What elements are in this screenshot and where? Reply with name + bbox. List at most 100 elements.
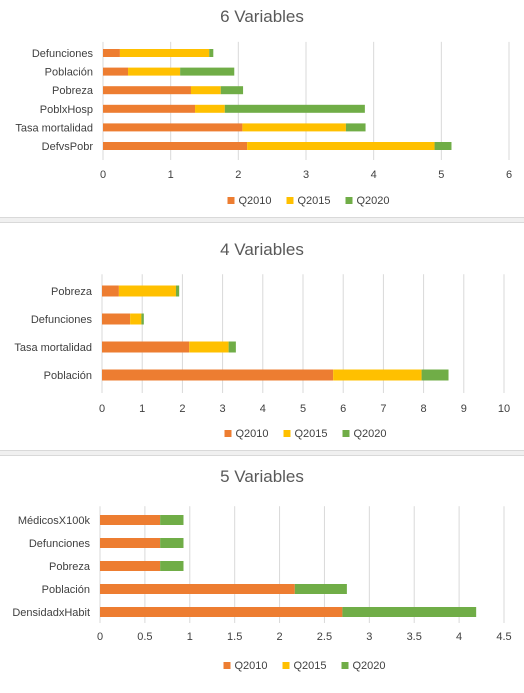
x-tick-label: 2 xyxy=(179,403,185,415)
legend-swatch-q2010 xyxy=(224,430,232,437)
x-tick-label: 4 xyxy=(260,403,266,415)
legend-swatch-q2010 xyxy=(227,197,235,204)
bar-segment-q2020 xyxy=(345,123,366,132)
legend-label-q2010: Q2010 xyxy=(239,195,272,207)
bar-segment-q2010 xyxy=(100,538,161,548)
x-tick-label: 1 xyxy=(168,169,174,181)
x-tick-label: 6 xyxy=(506,169,512,181)
bar-segment-q2010 xyxy=(102,313,131,325)
chart-5-variables: 5 Variables 0 0.5 1 1.5 2 2.5 3 3.5 4 4.5 MédicosX1… xyxy=(12,467,511,672)
x-tick-label: 4 xyxy=(371,169,377,181)
legend-label-q2010: Q2010 xyxy=(236,428,269,440)
y-category-label: Población xyxy=(42,584,90,596)
bar-segment-q2010 xyxy=(103,142,248,150)
legend-label-q2020: Q2020 xyxy=(354,428,387,440)
y-category-label: DensidadxHabit xyxy=(12,607,90,619)
x-tick-label: 10 xyxy=(498,403,510,415)
bar-segment-q2020 xyxy=(294,584,347,594)
chart-title: 4 Variables xyxy=(220,240,304,259)
y-category-label: Población xyxy=(45,67,93,79)
x-tick-label: 0.5 xyxy=(137,631,152,643)
bar-segment-q2010 xyxy=(103,123,243,132)
bar-segment-q2010 xyxy=(102,341,190,353)
y-category-label: Tasa mortalidad xyxy=(14,342,92,354)
bar-segment-q2010 xyxy=(100,561,161,571)
legend-swatch-q2010 xyxy=(223,662,231,669)
legend-label-q2015: Q2015 xyxy=(298,195,331,207)
bar-segment-q2020 xyxy=(160,538,184,548)
legend-swatch-q2015 xyxy=(283,430,291,437)
bar-segment-q2010 xyxy=(100,607,343,617)
chart-title: 5 Variables xyxy=(220,467,304,486)
bar-segment-q2015 xyxy=(190,86,221,95)
legend-swatch-q2020 xyxy=(341,662,349,669)
x-tick-label: 5 xyxy=(438,169,444,181)
legend-label-q2015: Q2015 xyxy=(294,660,327,672)
bar-segment-q2020 xyxy=(209,49,214,57)
x-tick-label: 3 xyxy=(366,631,372,643)
y-category-label: Pobreza xyxy=(51,286,93,298)
bar-segment-q2015 xyxy=(195,104,225,113)
x-tick-label: 4.5 xyxy=(496,631,511,643)
x-tick-label: 2 xyxy=(235,169,241,181)
bar-segment-q2015 xyxy=(189,341,229,353)
x-tick-label: 0 xyxy=(99,403,105,415)
bar-segment-q2010 xyxy=(103,67,129,76)
x-tick-label: 0 xyxy=(97,631,103,643)
legend-swatch-q2020 xyxy=(342,430,350,437)
bar-segment-q2020 xyxy=(228,341,236,353)
legend-label-q2010: Q2010 xyxy=(235,660,268,672)
panel-divider xyxy=(0,450,524,456)
x-tick-label: 3 xyxy=(220,403,226,415)
bar-segment-q2015 xyxy=(119,49,210,57)
bar-segment-q2015 xyxy=(247,142,435,150)
x-tick-label: 1.5 xyxy=(227,631,242,643)
bar-segment-q2020 xyxy=(160,515,184,525)
bar-segment-q2010 xyxy=(103,86,191,95)
bar-segment-q2010 xyxy=(100,515,161,525)
bar-segment-q2010 xyxy=(102,285,119,297)
bar-segment-q2015 xyxy=(130,313,142,325)
bar-segment-q2010 xyxy=(103,104,196,113)
legend-swatch-q2015 xyxy=(282,662,290,669)
x-tick-label: 8 xyxy=(421,403,427,415)
legend-label-q2020: Q2020 xyxy=(353,660,386,672)
bar-segment-q2010 xyxy=(102,369,334,381)
bar-segment-q2020 xyxy=(141,313,144,325)
x-tick-label: 3 xyxy=(303,169,309,181)
chart-title: 6 Variables xyxy=(220,7,304,26)
bar-segment-q2015 xyxy=(128,67,181,76)
y-category-label: Tasa mortalidad xyxy=(15,122,93,134)
y-category-label: MédicosX100k xyxy=(18,515,91,527)
chart-4-variables: 4 Variables 0 1 2 3 4 5 6 7 8 9 10 Pobreza Defuncione… xyxy=(14,240,510,440)
x-tick-label: 0 xyxy=(100,169,106,181)
x-tick-label: 3.5 xyxy=(407,631,422,643)
chart-panel-6-variables: 6 Variables 0 1 2 3 4 5 6 Defunciones Población Po… xyxy=(0,0,524,217)
y-category-label: DefvsPobr xyxy=(42,141,94,153)
bar-segment-q2015 xyxy=(333,369,422,381)
panel-divider xyxy=(0,217,524,223)
bar-segment-q2010 xyxy=(103,49,120,57)
legend-label-q2020: Q2020 xyxy=(357,195,390,207)
legend-swatch-q2015 xyxy=(286,197,294,204)
y-category-label: PoblxHosp xyxy=(40,104,93,116)
legend-swatch-q2020 xyxy=(345,197,353,204)
y-category-label: Defunciones xyxy=(31,314,93,326)
y-category-label: Pobreza xyxy=(52,85,94,97)
bar-segment-q2015 xyxy=(242,123,346,132)
bar-segment-q2020 xyxy=(180,67,235,76)
y-category-label: Defunciones xyxy=(32,48,94,60)
x-tick-label: 1 xyxy=(139,403,145,415)
x-tick-label: 7 xyxy=(380,403,386,415)
bar-segment-q2010 xyxy=(100,584,295,594)
bar-segment-q2020 xyxy=(434,142,452,150)
x-tick-label: 1 xyxy=(187,631,193,643)
bar-segment-q2020 xyxy=(220,86,244,95)
y-category-label: Defunciones xyxy=(29,538,91,550)
legend-label-q2015: Q2015 xyxy=(295,428,328,440)
x-tick-label: 2.5 xyxy=(317,631,332,643)
x-tick-label: 4 xyxy=(456,631,462,643)
chart-panel-5-variables: 5 Variables 0 0.5 1 1.5 2 2.5 3 3.5 4 4.5 MédicosX1… xyxy=(0,456,524,688)
bar-segment-q2020 xyxy=(342,607,477,617)
y-category-label: Población xyxy=(44,370,92,382)
